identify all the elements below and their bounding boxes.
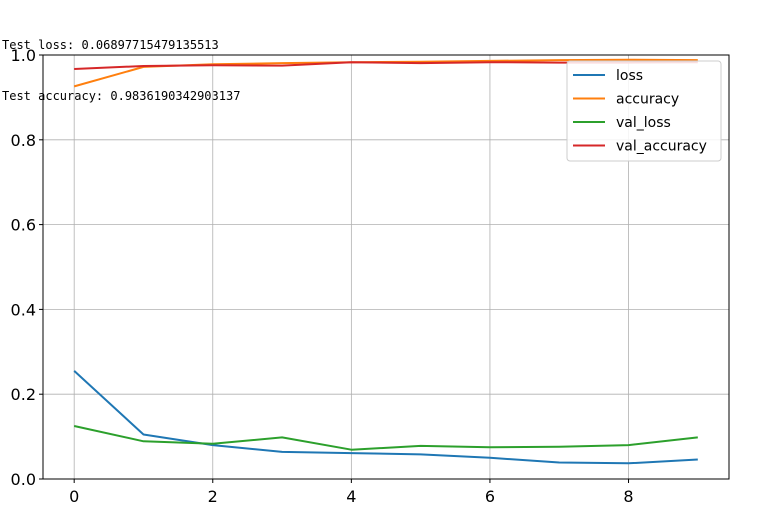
x-tick-label: 0 xyxy=(69,487,79,506)
legend: loss accuracy val_loss val_accuracy xyxy=(566,60,722,162)
legend-label: accuracy xyxy=(616,92,679,108)
y-tick-label: 0.4 xyxy=(11,300,36,319)
legend-label: val_loss xyxy=(616,115,671,131)
x-tick-label: 8 xyxy=(623,487,633,506)
x-tick-label: 2 xyxy=(208,487,218,506)
plot-frame xyxy=(42,54,730,480)
axis-ticks: 0 2 4 6 8 0.0 0.2 0.4 0.6 0.8 1.0 xyxy=(11,46,634,506)
y-tick-label: 1.0 xyxy=(11,46,36,65)
legend-box xyxy=(566,60,722,162)
y-tick-label: 0.2 xyxy=(11,385,36,404)
series-line-val-loss xyxy=(73,425,698,451)
legend-label: loss xyxy=(616,68,643,84)
x-tick-label: 6 xyxy=(485,487,495,506)
test-accuracy-text: Test accuracy: 0.9836190342903137 xyxy=(2,89,241,103)
y-tick-label: 0.0 xyxy=(11,470,36,489)
y-tick-label: 0.8 xyxy=(11,131,36,150)
x-tick-label: 4 xyxy=(346,487,356,506)
test-loss-text: Test loss: 0.06897715479135513 xyxy=(2,38,219,52)
console-output: Test loss: 0.06897715479135513 Test accu… xyxy=(2,3,240,122)
y-tick-label: 0.6 xyxy=(11,216,36,235)
series-line-loss xyxy=(73,370,698,465)
legend-label: val_accuracy xyxy=(616,139,707,155)
